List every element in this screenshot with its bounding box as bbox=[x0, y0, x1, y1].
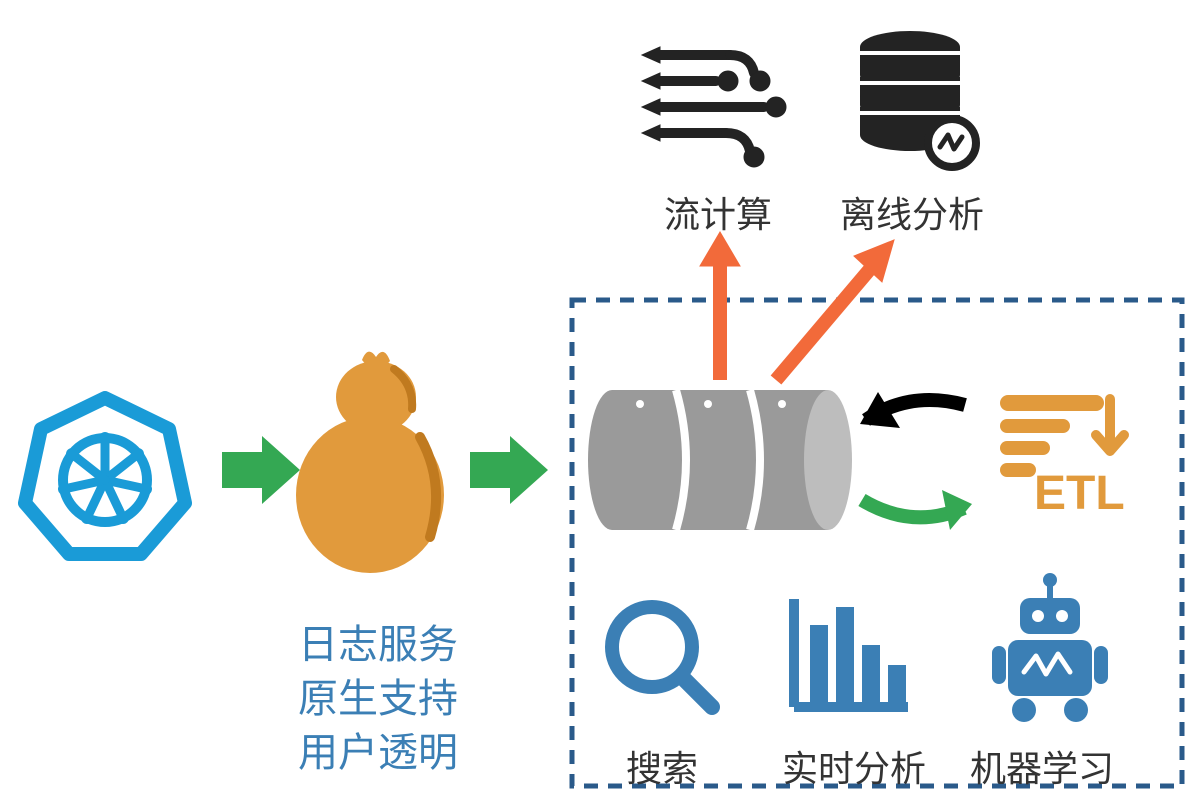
diagram-canvas: ETL bbox=[0, 0, 1196, 798]
offline-label: 离线分析 bbox=[840, 186, 984, 238]
service-description: 日志服务 原生支持 用户透明 bbox=[298, 618, 458, 780]
arrow-orange-diag bbox=[776, 240, 894, 380]
svg-text:ETL: ETL bbox=[1034, 467, 1125, 520]
ml-label: 机器学习 bbox=[970, 740, 1114, 792]
etl-icon: ETL bbox=[1000, 395, 1125, 520]
arrow-orange-up bbox=[700, 232, 740, 380]
machine-learning-icon bbox=[992, 573, 1108, 722]
arrow-green-1 bbox=[222, 436, 300, 504]
desc-line-1: 日志服务 bbox=[298, 618, 458, 672]
realtime-analysis-icon bbox=[794, 599, 908, 707]
dashed-box bbox=[572, 300, 1182, 786]
log-barrel-icon bbox=[588, 390, 852, 530]
arrow-green-2 bbox=[470, 436, 548, 504]
search-icon bbox=[612, 607, 712, 707]
search-label: 搜索 bbox=[626, 740, 698, 792]
desc-line-2: 原生支持 bbox=[298, 672, 458, 726]
stream-label: 流计算 bbox=[664, 186, 772, 238]
arrow-green-curve bbox=[862, 490, 972, 530]
stream-computing-icon bbox=[642, 47, 786, 167]
arrow-black-curve bbox=[860, 392, 965, 428]
gourd-icon bbox=[296, 352, 444, 573]
desc-line-3: 用户透明 bbox=[298, 726, 458, 780]
offline-analysis-icon bbox=[860, 31, 976, 167]
realtime-label: 实时分析 bbox=[782, 740, 926, 792]
kubernetes-icon bbox=[25, 398, 185, 554]
